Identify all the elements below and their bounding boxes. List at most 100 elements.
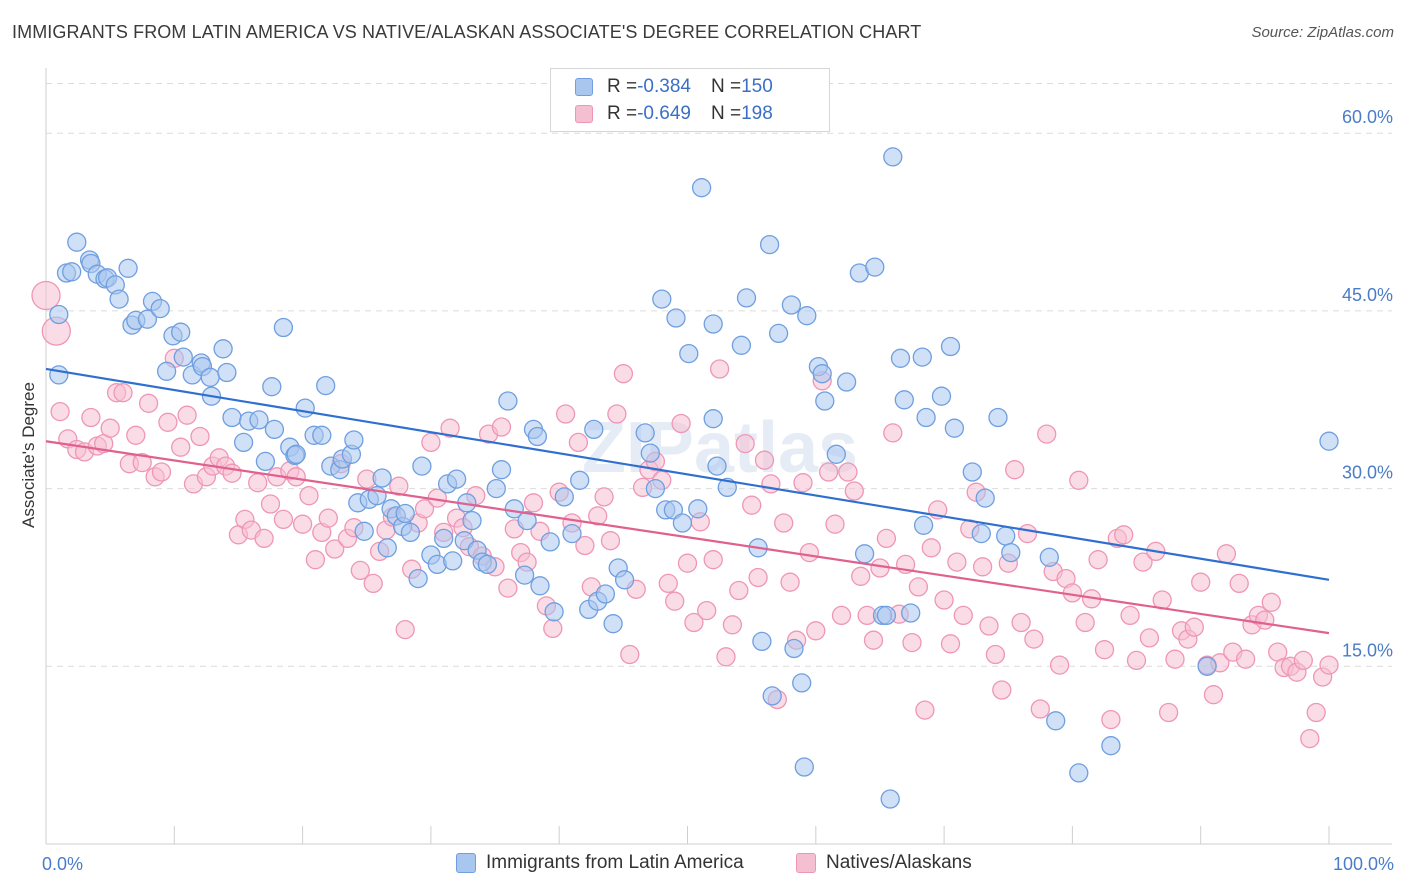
point-natives-alaskans: [1306, 702, 1326, 723]
point-natives-alaskans: [254, 528, 274, 549]
point-natives-alaskans: [273, 509, 294, 530]
point-latin-america: [527, 426, 548, 447]
point-latin-america: [652, 289, 672, 309]
point-latin-america: [395, 503, 415, 524]
point-natives-alaskans: [523, 493, 544, 513]
point-latin-america: [717, 477, 737, 498]
point-latin-america: [894, 390, 914, 410]
point-natives-alaskans: [389, 476, 409, 496]
point-latin-america: [434, 528, 454, 549]
point-latin-america: [200, 367, 220, 387]
point-natives-alaskans: [1126, 650, 1147, 671]
chart-source: Source: ZipAtlas.com: [1251, 24, 1394, 41]
point-natives-alaskans: [1088, 550, 1108, 570]
point-natives-alaskans: [806, 621, 826, 641]
point-latin-america: [666, 308, 686, 328]
legend-item-latin-america[interactable]: Immigrants from Latin America: [456, 852, 744, 874]
point-latin-america: [544, 602, 564, 622]
series-legend: Immigrants from Latin America Natives/Al…: [0, 852, 1406, 878]
axes: [45, 68, 1392, 845]
point-natives-alaskans: [729, 580, 749, 601]
point-natives-alaskans: [972, 557, 993, 577]
point-latin-america: [759, 234, 780, 255]
point-latin-america: [645, 478, 666, 499]
r-value: -0.384: [637, 76, 691, 97]
point-natives-alaskans: [1017, 523, 1038, 544]
legend-label: Immigrants from Latin America: [486, 852, 744, 873]
point-natives-alaskans: [748, 567, 768, 588]
point-natives-alaskans: [915, 700, 935, 720]
point-natives-alaskans: [248, 473, 268, 493]
point-natives-alaskans: [1069, 470, 1089, 490]
point-latin-america: [792, 673, 812, 693]
point-natives-alaskans: [1191, 572, 1211, 592]
point-latin-america: [635, 423, 655, 443]
legend-item-natives[interactable]: Natives/Alaskans: [796, 852, 972, 874]
point-latin-america: [109, 289, 129, 309]
point-natives-alaskans: [594, 487, 614, 507]
n-value: 150: [741, 76, 773, 97]
point-latin-america: [233, 432, 254, 453]
r-label: R =: [607, 76, 638, 97]
point-natives-alaskans: [1300, 728, 1320, 749]
point-natives-alaskans: [1139, 628, 1160, 648]
point-latin-america: [1197, 656, 1217, 676]
point-latin-america: [504, 499, 524, 519]
x-tick-label: 0.0%: [42, 854, 83, 874]
point-natives-alaskans: [793, 473, 813, 493]
point-latin-america: [316, 375, 336, 396]
point-natives-alaskans: [1165, 649, 1185, 669]
point-natives-alaskans: [50, 401, 70, 422]
point-latin-america: [736, 288, 757, 308]
n-label: N =: [710, 103, 742, 124]
point-natives-alaskans: [992, 680, 1012, 700]
point-natives-alaskans: [902, 632, 922, 653]
point-latin-america: [517, 510, 537, 531]
point-latin-america: [1039, 547, 1059, 567]
point-natives-alaskans: [1255, 610, 1275, 630]
point-latin-america: [1069, 763, 1089, 783]
point-latin-america: [118, 258, 138, 278]
point-latin-america: [865, 257, 885, 277]
point-latin-america: [975, 488, 995, 508]
point-latin-america: [1046, 711, 1066, 731]
point-natives-alaskans: [1203, 685, 1224, 705]
point-latin-america: [1319, 431, 1339, 451]
point-latin-america: [794, 757, 814, 777]
point-latin-america: [996, 526, 1016, 546]
point-latin-america: [614, 570, 635, 590]
point-latin-america: [971, 523, 991, 544]
point-natives-alaskans: [953, 605, 973, 626]
point-latin-america: [408, 568, 428, 589]
point-natives-alaskans: [1261, 592, 1281, 612]
point-latin-america: [784, 638, 804, 659]
point-latin-america: [173, 347, 193, 367]
point-natives-alaskans: [722, 615, 743, 635]
point-natives-alaskans: [665, 591, 685, 611]
point-natives-alaskans: [607, 404, 627, 424]
point-latin-america: [400, 522, 421, 543]
point-natives-alaskans: [1005, 460, 1025, 480]
point-latin-america: [354, 521, 374, 541]
point-natives-alaskans: [947, 552, 967, 572]
point-natives-alaskans: [613, 364, 634, 384]
point-latin-america: [540, 532, 560, 552]
point-natives-alaskans: [292, 514, 313, 534]
point-natives-alaskans: [440, 418, 460, 438]
point-natives-alaskans: [190, 426, 210, 447]
stats-row-natives: R = -0.649 N = 198: [575, 102, 773, 126]
swatch-blue: [575, 78, 593, 96]
point-natives-alaskans: [703, 550, 723, 570]
point-latin-america: [962, 462, 982, 482]
point-latin-america: [913, 515, 934, 535]
point-natives-alaskans: [876, 528, 897, 549]
point-natives-alaskans: [1101, 709, 1121, 730]
swatch-blue: [456, 853, 476, 873]
point-natives-alaskans: [774, 513, 794, 533]
point-latin-america: [62, 262, 82, 282]
point-latin-america: [826, 444, 846, 464]
point-natives-alaskans: [671, 413, 691, 434]
trend-lines: [45, 367, 1330, 635]
point-latin-america: [262, 377, 282, 397]
point-natives-alaskans: [677, 553, 698, 573]
